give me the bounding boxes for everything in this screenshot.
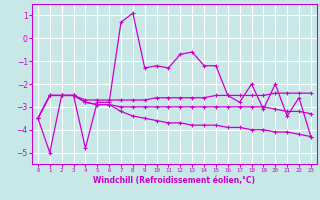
- X-axis label: Windchill (Refroidissement éolien,°C): Windchill (Refroidissement éolien,°C): [93, 176, 255, 185]
